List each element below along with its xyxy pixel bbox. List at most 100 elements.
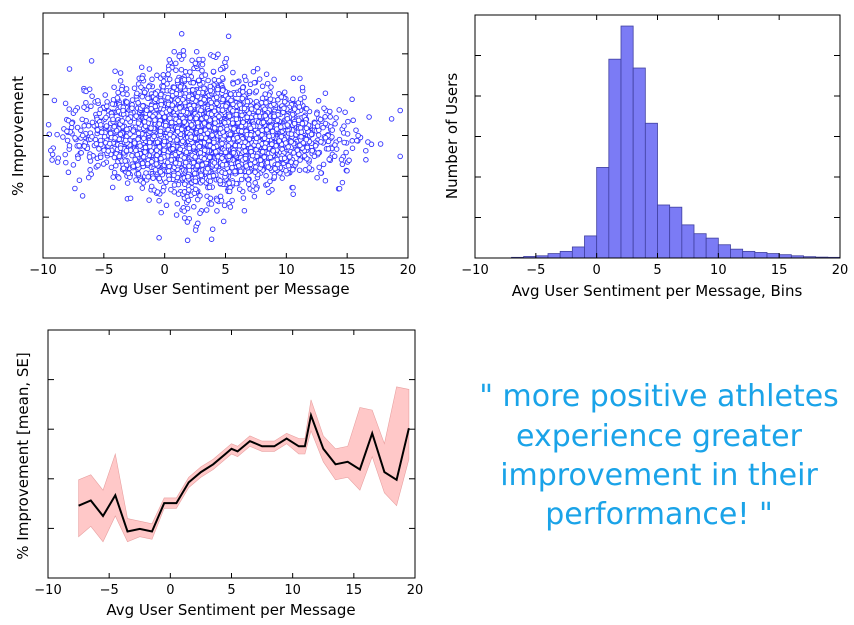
scatter-point — [197, 210, 203, 216]
scatter-point — [332, 121, 338, 127]
scatter-point — [255, 129, 261, 136]
histogram-bar — [693, 233, 707, 259]
scatter-point — [275, 97, 281, 103]
scatter-point — [156, 197, 162, 204]
histogram-bar — [657, 204, 671, 259]
scatter-point — [127, 195, 134, 201]
histogram-bar — [608, 58, 622, 259]
scatter-point — [174, 137, 180, 143]
scatter-point — [190, 159, 197, 166]
scatter-point — [105, 148, 111, 154]
scatter-point — [140, 180, 147, 186]
scatter-point — [122, 137, 129, 144]
scatter-point — [181, 119, 188, 125]
scatter-panel: −10 −5 0 5 10 15 20 Avg User Sentiment per Mes… — [9, 12, 416, 298]
scatter-point — [263, 99, 269, 106]
scatter-point — [97, 106, 104, 113]
scatter-point — [86, 154, 93, 160]
scatter-point — [353, 127, 359, 133]
scatter-point — [251, 79, 258, 86]
scatter-point — [206, 184, 213, 190]
scatter-point — [114, 95, 121, 101]
scatter-point — [158, 209, 164, 216]
scatter-point — [100, 161, 107, 167]
scatter-point — [148, 183, 155, 190]
scatter-point — [124, 126, 130, 133]
scatter-point — [164, 81, 170, 87]
scatter-point — [130, 163, 137, 169]
scatter-point — [83, 99, 89, 106]
scatter-point — [141, 119, 148, 125]
scatter-point — [314, 111, 320, 117]
scatter-point — [201, 85, 207, 92]
scatter-point — [108, 164, 115, 171]
scatter-point — [322, 120, 329, 127]
scatter-point — [252, 180, 258, 186]
scatter-point — [266, 189, 272, 195]
scatter-point — [333, 146, 340, 152]
histogram-bar — [742, 250, 756, 259]
scatter-point — [271, 113, 278, 119]
histogram-bar — [681, 224, 695, 259]
scatter-point — [203, 207, 210, 213]
scatter-point — [239, 95, 246, 102]
histogram-bar — [717, 244, 731, 259]
scatter-point — [87, 167, 93, 173]
scatter-point — [222, 170, 229, 177]
scatter-point — [224, 126, 230, 133]
scatter-point — [247, 125, 254, 131]
scatter-point — [89, 133, 95, 140]
scatter-point — [271, 76, 277, 83]
scatter-point — [262, 91, 268, 97]
scatter-point — [51, 97, 58, 104]
scatter-point — [167, 115, 173, 121]
scatter-point — [259, 83, 266, 90]
histogram-bar — [632, 67, 646, 259]
scatter-point — [269, 128, 276, 135]
scatter-point — [246, 136, 253, 142]
scatter-point — [81, 104, 87, 110]
scatter-point — [93, 141, 100, 147]
scatter-point — [192, 178, 199, 184]
scatter-point — [102, 92, 108, 98]
scatter-point — [242, 148, 249, 154]
scatter-point — [220, 218, 227, 225]
quote-line-4: performance! " — [545, 497, 773, 532]
scatter-point — [283, 140, 289, 146]
scatter-point — [225, 33, 232, 40]
scatter-point — [63, 159, 69, 166]
scatter-point — [264, 159, 271, 166]
scatter-point — [284, 122, 291, 128]
scatter-point — [120, 107, 126, 114]
scatter-point — [166, 176, 172, 183]
scatter-point — [339, 161, 346, 168]
scatter-point — [195, 89, 202, 96]
quote-block: " more positive athletes experience grea… — [479, 379, 839, 532]
scatter-point — [158, 91, 164, 98]
scatter-point — [88, 103, 94, 110]
scatter-point — [177, 105, 183, 111]
scatter-point — [201, 120, 208, 126]
scatter-point — [227, 204, 234, 210]
scatter-point — [161, 138, 168, 145]
scatter-point — [161, 114, 168, 120]
scatter-point — [133, 113, 139, 119]
scatter-point — [214, 197, 220, 203]
scatter-point — [177, 146, 184, 153]
scatter-point — [207, 178, 214, 184]
x-tick-label: 0 — [161, 263, 169, 278]
scatter-point — [117, 70, 124, 76]
scatter-point — [221, 202, 228, 209]
scatter-point — [271, 174, 278, 180]
scatter-point — [252, 169, 258, 175]
scatter-point — [157, 128, 164, 135]
scatter-point — [317, 116, 324, 123]
scatter-point — [199, 67, 205, 74]
mean-line — [78, 411, 410, 533]
histogram-ylabel: Number of Users — [443, 73, 461, 199]
scatter-point — [349, 145, 356, 151]
scatter-point — [207, 195, 214, 202]
scatter-point — [89, 93, 95, 99]
scatter-point — [131, 85, 138, 91]
scatter-point — [263, 173, 269, 179]
